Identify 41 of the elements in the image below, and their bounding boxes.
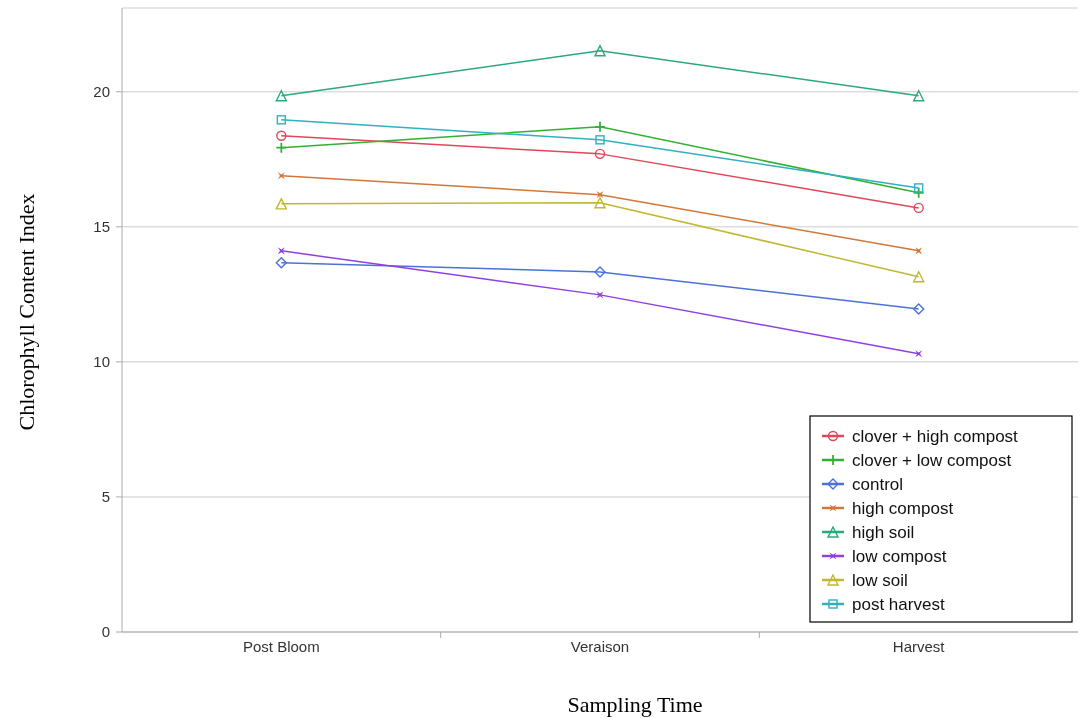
point: [275, 198, 288, 210]
point: [595, 135, 605, 145]
point: [913, 202, 924, 214]
legend-label: low soil: [852, 570, 908, 590]
x-tick-label: Veraison: [570, 638, 630, 655]
point: [276, 130, 287, 141]
y-tick-label: 0: [101, 623, 110, 641]
legend-label: clover + low compost: [852, 450, 1012, 470]
legend-label: high compost: [852, 498, 954, 518]
point: [276, 142, 287, 153]
point: [275, 90, 288, 102]
point: [594, 44, 606, 57]
point: [913, 183, 924, 193]
legend-label: control: [852, 474, 904, 494]
point: [912, 90, 925, 102]
legend-label: post harvest: [852, 594, 945, 614]
point: [915, 247, 923, 255]
x-tick-label: Post Bloom: [242, 638, 320, 655]
y-tick-label: 5: [101, 488, 110, 506]
point: [277, 247, 285, 255]
y-tick-label: 10: [93, 353, 110, 371]
point: [275, 257, 288, 269]
point: [596, 191, 604, 199]
point: [595, 121, 605, 132]
legend-label: clover + high compost: [852, 426, 1019, 446]
y-tick-label: 20: [93, 82, 110, 100]
y-axis-title: Chlorophyll Content Index: [14, 193, 39, 431]
point: [594, 197, 606, 209]
point: [912, 271, 925, 283]
point: [915, 350, 923, 358]
legend-label: high soil: [852, 522, 915, 542]
point: [912, 303, 925, 315]
x-axis-title: Sampling Time: [567, 692, 703, 717]
point: [594, 148, 606, 160]
point: [276, 115, 287, 125]
point: [277, 172, 285, 180]
point: [596, 291, 604, 299]
y-tick-label: 15: [93, 218, 110, 236]
legend-label: low compost: [852, 546, 947, 566]
x-tick-label: Harvest: [892, 638, 946, 655]
point: [594, 266, 606, 278]
